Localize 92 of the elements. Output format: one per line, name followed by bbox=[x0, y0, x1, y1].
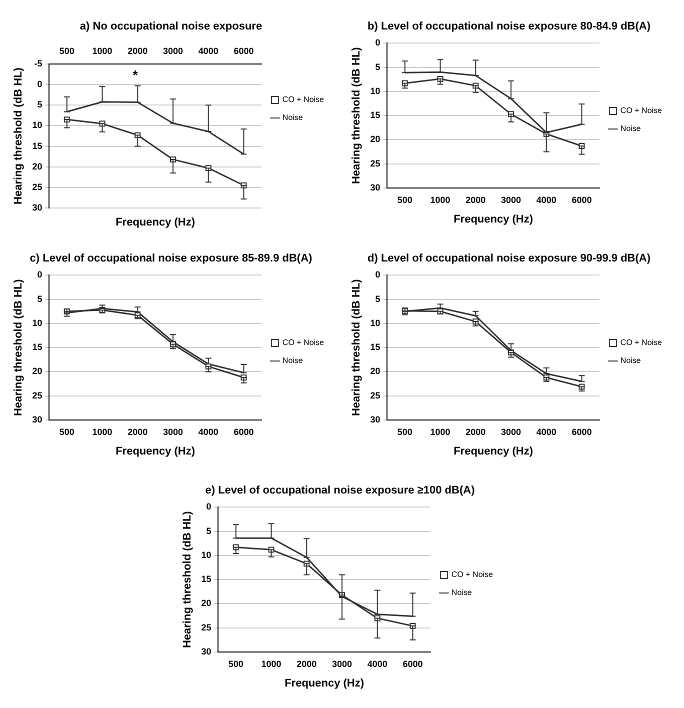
x-tick-label: 6000 bbox=[234, 426, 254, 437]
x-tick-label: 4000 bbox=[198, 426, 218, 437]
x-tick-label: 500 bbox=[397, 426, 412, 437]
x-tick-label: 6000 bbox=[402, 658, 423, 669]
y-tick-label: 20 bbox=[370, 366, 380, 376]
legend-label: Noise bbox=[620, 356, 642, 366]
chart-title: a) No occupational noise exposure bbox=[80, 20, 262, 33]
y-tick-label: 15 bbox=[370, 342, 380, 352]
x-tick-label: 4000 bbox=[367, 658, 388, 669]
x-tick-label: 4000 bbox=[198, 46, 218, 56]
x-tick-label: 1000 bbox=[92, 426, 112, 437]
x-tick-label: 1000 bbox=[92, 46, 112, 56]
y-tick-label: 0 bbox=[375, 270, 380, 280]
x-axis-title: Frequency (Hz) bbox=[454, 213, 534, 226]
y-tick-label: 25 bbox=[201, 622, 212, 632]
x-tick-label: 3000 bbox=[332, 658, 352, 669]
x-tick-label: 4000 bbox=[536, 426, 556, 437]
y-tick-label: 20 bbox=[32, 366, 42, 376]
y-tick-label: 20 bbox=[201, 598, 212, 608]
chart-title: c) Level of occupational noise exposure 85-89.9 dB(A) bbox=[30, 252, 313, 265]
legend-label: Noise bbox=[282, 356, 304, 366]
y-tick-label: 10 bbox=[370, 86, 380, 96]
x-axis-title: Frequency (Hz) bbox=[454, 445, 534, 458]
y-tick-label: 30 bbox=[370, 414, 380, 424]
y-tick-label: 10 bbox=[32, 318, 42, 328]
y-tick-label: 10 bbox=[32, 120, 42, 130]
y-axis-title: Hearing threshold (dB HL) bbox=[350, 278, 363, 416]
y-tick-label: 10 bbox=[201, 550, 212, 560]
chart-title: d) Level of occupational noise exposure 90-99.9 dB(A) bbox=[367, 252, 651, 265]
y-tick-label: 15 bbox=[370, 110, 380, 120]
x-tick-label: 2000 bbox=[466, 426, 486, 437]
x-tick-label: 3000 bbox=[162, 46, 184, 56]
x-tick-label: 500 bbox=[397, 194, 412, 205]
x-tick-label: 500 bbox=[59, 426, 74, 437]
chart-title: b) Level of occupational noise exposure 80-84.9 dB(A) bbox=[367, 20, 651, 33]
legend-label: CO + Noise bbox=[620, 106, 663, 116]
y-tick-label: 0 bbox=[375, 38, 380, 48]
y-tick-label: 30 bbox=[201, 646, 212, 656]
x-tick-label: 3000 bbox=[162, 426, 184, 437]
x-tick-label: 2000 bbox=[128, 426, 148, 437]
y-tick-label: 0 bbox=[206, 502, 212, 512]
y-tick-label: 5 bbox=[37, 100, 42, 110]
x-axis-title: Frequency (Hz) bbox=[284, 677, 364, 690]
x-tick-label: 2000 bbox=[128, 46, 148, 56]
y-axis-title: Hearing threshold (dB HL) bbox=[350, 46, 363, 184]
y-tick-label: 20 bbox=[32, 161, 42, 172]
y-tick-label: 30 bbox=[32, 202, 42, 212]
y-tick-label: 20 bbox=[370, 134, 380, 144]
x-tick-label: 6000 bbox=[572, 194, 592, 205]
y-tick-label: 0 bbox=[37, 79, 42, 90]
chart-title: e) Level of occupational noise exposure ≥100 dB(A) bbox=[205, 484, 476, 497]
legend-label: Noise bbox=[451, 588, 472, 598]
y-tick-label: 15 bbox=[201, 574, 212, 584]
x-tick-label: 6000 bbox=[572, 426, 592, 437]
legend-label: CO + Noise bbox=[620, 338, 663, 348]
x-tick-label: 4000 bbox=[536, 194, 556, 205]
y-tick-label: 15 bbox=[32, 342, 42, 352]
y-tick-label: 25 bbox=[32, 182, 42, 192]
y-tick-label: 15 bbox=[32, 140, 42, 151]
y-tick-label: 10 bbox=[370, 318, 380, 328]
x-axis-title: Frequency (Hz) bbox=[116, 445, 196, 458]
x-tick-label: 3000 bbox=[500, 426, 522, 437]
y-axis-title: Hearing threshold (dB HL) bbox=[12, 278, 25, 416]
x-tick-label: 500 bbox=[59, 46, 74, 56]
y-tick-label: 5 bbox=[375, 62, 380, 72]
y-tick-label: 25 bbox=[32, 390, 42, 400]
y-axis-title: Hearing threshold (dB HL) bbox=[182, 510, 194, 648]
x-tick-label: 1000 bbox=[430, 194, 450, 205]
y-tick-label: -5 bbox=[34, 58, 42, 68]
x-tick-label: 3000 bbox=[500, 194, 522, 205]
x-tick-label: 2000 bbox=[466, 194, 486, 205]
x-axis-title: Frequency (Hz) bbox=[116, 216, 196, 229]
y-tick-label: 5 bbox=[37, 294, 42, 304]
legend-label: CO + Noise bbox=[451, 570, 494, 580]
y-tick-label: 25 bbox=[370, 158, 380, 168]
y-tick-label: 30 bbox=[32, 414, 42, 424]
y-axis-title: Hearing threshold (dB HL) bbox=[12, 67, 25, 204]
y-tick-label: 0 bbox=[37, 270, 42, 280]
x-tick-label: 1000 bbox=[261, 658, 282, 669]
legend-label: Noise bbox=[620, 124, 642, 134]
legend-label: CO + Noise bbox=[282, 95, 325, 104]
x-tick-label: 2000 bbox=[296, 658, 317, 669]
y-tick-label: 5 bbox=[375, 294, 380, 304]
x-tick-label: 1000 bbox=[430, 426, 450, 437]
y-tick-label: 30 bbox=[370, 182, 380, 192]
x-tick-label: 500 bbox=[228, 658, 244, 669]
y-tick-label: 25 bbox=[370, 390, 380, 400]
annotation: * bbox=[132, 68, 139, 83]
y-tick-label: 5 bbox=[206, 526, 212, 536]
legend-label: CO + Noise bbox=[282, 338, 325, 348]
legend-label: Noise bbox=[282, 113, 304, 122]
x-tick-label: 6000 bbox=[234, 46, 254, 56]
